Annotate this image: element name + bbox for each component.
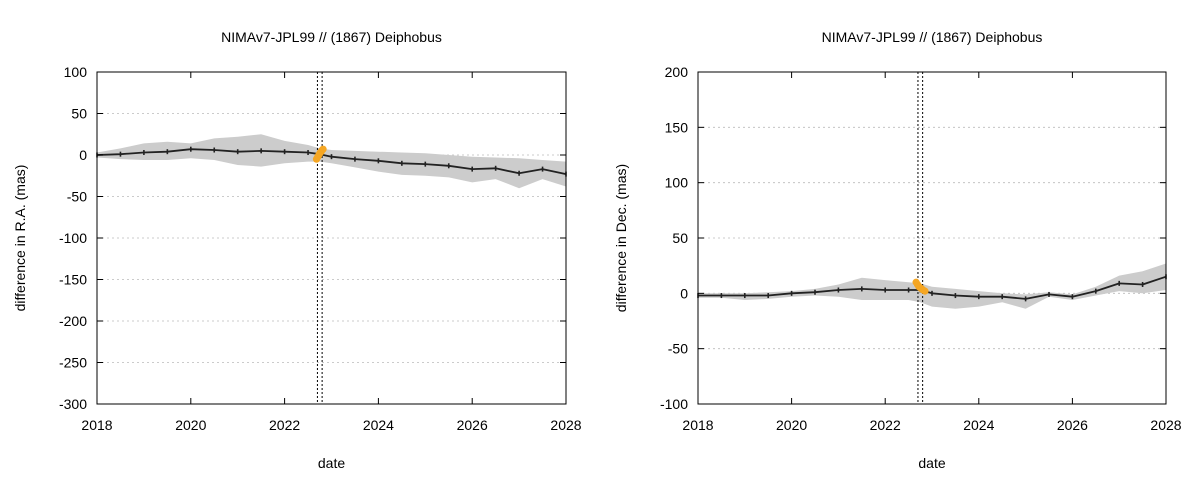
x-tick-label: 2018: [682, 417, 713, 433]
y-tick-label: 50: [71, 106, 87, 122]
series-point: [307, 150, 309, 156]
series-point: [720, 293, 723, 299]
y-tick-label: -200: [59, 313, 87, 329]
y-axis-label: difference in Dec. (mas): [613, 164, 629, 312]
y-tick-label: -50: [67, 189, 87, 205]
series-point: [447, 163, 450, 169]
x-tick-label: 2018: [81, 417, 112, 433]
series-point: [471, 166, 473, 172]
series-point: [518, 170, 520, 176]
uncertainty-band: [97, 134, 566, 189]
series-point: [424, 161, 427, 167]
series-point: [236, 149, 239, 155]
x-axis-label: date: [918, 455, 945, 471]
y-tick-label: 200: [665, 64, 689, 80]
x-tick-label: 2028: [550, 417, 581, 433]
y-tick-label: 100: [665, 175, 689, 191]
series-point: [143, 150, 145, 156]
series-point: [884, 287, 886, 293]
chart-title: NIMAv7-JPL99 // (1867) Deiphobus: [221, 29, 442, 45]
series-point: [330, 154, 333, 160]
series-point: [213, 147, 216, 153]
y-tick-label: 100: [64, 64, 88, 80]
series-point: [1048, 291, 1050, 297]
series-point: [1118, 280, 1120, 286]
uncertainty-band: [698, 263, 1166, 309]
chart-panel-ra: -300 -250 -200 -150 -100 -50 0 50 100 2018 2020 202…: [12, 29, 582, 471]
x-tick-label: 2024: [363, 417, 394, 433]
series-point: [377, 158, 380, 164]
chart-panel-dec: -100 -50 0 50 100 150 200 2018 2020 2022 2024 2026 2…: [613, 29, 1182, 471]
series-point: [541, 166, 544, 172]
y-tick-label: -50: [668, 341, 688, 357]
x-tick-label: 2022: [870, 417, 901, 433]
x-tick-label: 2028: [1150, 417, 1181, 433]
series-point: [283, 149, 286, 155]
series-point: [861, 286, 863, 292]
x-axis-label: date: [318, 455, 345, 471]
y-tick-label: -300: [59, 396, 87, 412]
series-point: [260, 148, 262, 154]
y-tick-label: -100: [59, 230, 87, 246]
series-point: [1024, 296, 1027, 302]
series-point: [767, 293, 769, 299]
y-tick-label: 0: [79, 147, 87, 163]
series-point: [494, 165, 497, 171]
series-point: [119, 151, 122, 157]
difference-series-line: [96, 148, 567, 175]
x-tick-label: 2020: [776, 417, 807, 433]
chart-title: NIMAv7-JPL99 // (1867) Deiphobus: [822, 29, 1043, 45]
y-axis-label: difference in R.A. (mas): [12, 165, 28, 312]
series-point: [1001, 294, 1003, 300]
y-tick-label: 0: [680, 285, 688, 301]
highlight-point: [319, 145, 327, 153]
y-tick-label: 50: [672, 230, 688, 246]
series-point: [1095, 288, 1097, 294]
highlight-point: [921, 287, 929, 295]
series-point: [790, 290, 793, 296]
series-point: [907, 287, 910, 293]
series-point: [978, 294, 980, 300]
series-point: [354, 156, 356, 162]
y-tick-label: -100: [660, 396, 688, 412]
series-point: [401, 160, 403, 166]
x-tick-label: 2026: [1057, 417, 1088, 433]
series-point: [744, 293, 746, 299]
series-point: [1071, 294, 1074, 300]
y-tick-label: -150: [59, 272, 87, 288]
x-tick-label: 2022: [269, 417, 300, 433]
series-point: [837, 287, 840, 293]
series-point: [814, 289, 816, 295]
series-point: [954, 293, 957, 299]
series-point: [931, 290, 933, 296]
series-point: [190, 146, 192, 152]
x-tick-label: 2020: [175, 417, 206, 433]
y-tick-label: 150: [665, 119, 689, 135]
x-tick-label: 2026: [457, 417, 488, 433]
x-tick-label: 2024: [963, 417, 994, 433]
series-point: [1141, 281, 1144, 287]
series-point: [166, 149, 169, 155]
y-tick-label: -250: [59, 355, 87, 371]
